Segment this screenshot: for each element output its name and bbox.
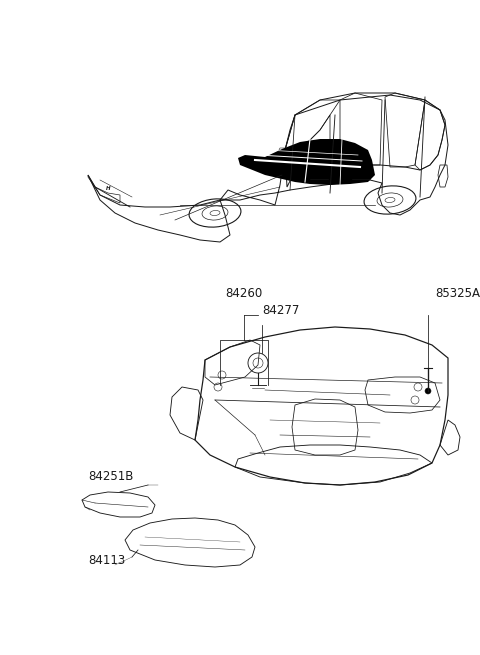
- Text: 84113: 84113: [88, 554, 125, 567]
- Ellipse shape: [210, 210, 220, 215]
- Text: 85325A: 85325A: [435, 287, 480, 300]
- Circle shape: [425, 388, 431, 394]
- Text: 84251B: 84251B: [88, 470, 133, 483]
- Polygon shape: [238, 139, 375, 185]
- Ellipse shape: [385, 197, 395, 202]
- Text: 84260: 84260: [226, 287, 263, 300]
- Text: 84277: 84277: [262, 304, 300, 317]
- Text: H: H: [106, 185, 110, 191]
